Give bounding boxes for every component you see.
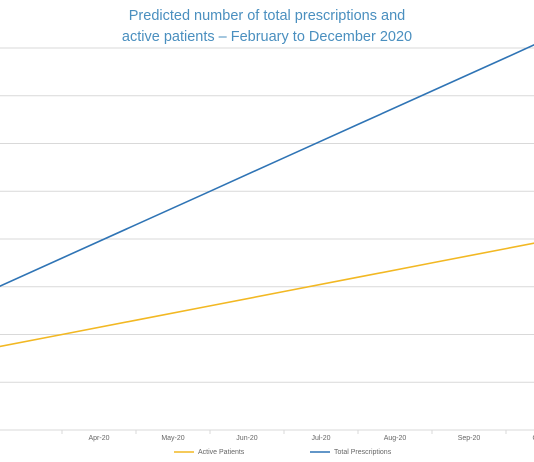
x-tick-label: Apr-20 [88,435,109,442]
x-tick-label: May-20 [161,435,184,442]
legend-label: Total Prescriptions [334,449,392,456]
chart-title-line-1: Predicted number of total prescriptions … [128,8,406,24]
series-lines [0,44,534,348]
legend-label: Active Patients [198,449,245,456]
series-line [0,44,534,287]
x-tick-label: Jun-20 [236,435,258,442]
series-line [0,242,534,348]
x-axis-ticks: Apr-20 May-20 Jun-20 Jul-20 Aug-20 Sep-20 Oct-… [61,430,534,442]
chart-title: Predicted number of total prescriptions … [0,6,534,48]
legend: Active Patients Total Prescriptions [174,449,392,456]
chart-title-line-2: active patients – February to December 2… [121,29,413,45]
gridlines [0,47,534,383]
x-tick-label: Oct-20 [532,435,534,442]
x-tick-label: Sep-20 [458,435,481,442]
x-tick-label: Aug-20 [384,435,407,442]
x-tick-label: Jul-20 [311,435,330,442]
